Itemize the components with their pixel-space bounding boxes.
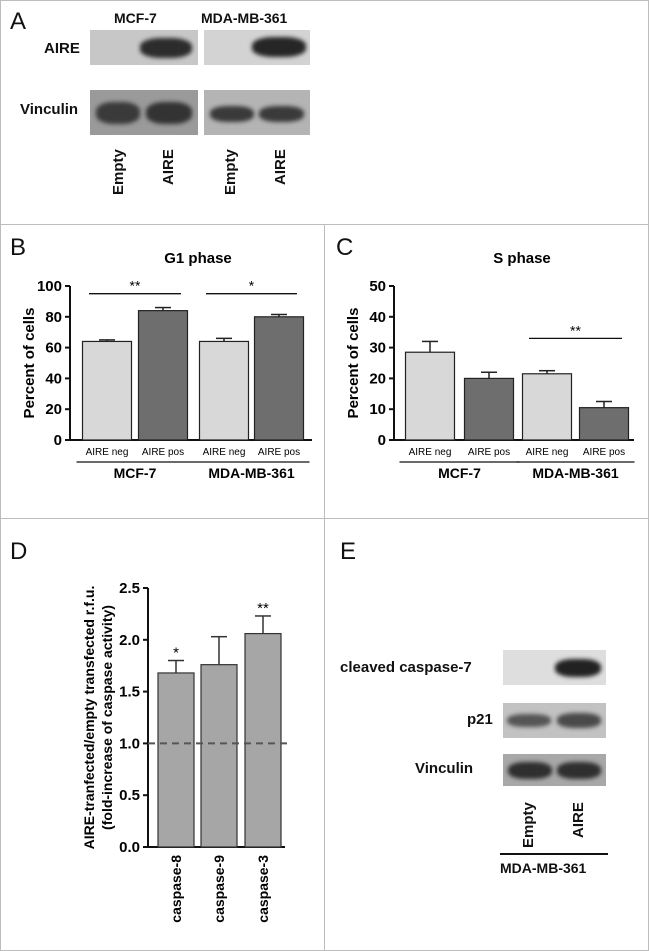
x-tick-label: AIRE pos: [583, 447, 625, 458]
row-label-aire: AIRE: [44, 40, 80, 57]
y-axis-label: Percent of cells: [21, 308, 38, 419]
cell-line-label-mdamb361: MDA-MB-361: [201, 10, 288, 26]
group-label: MCF-7: [114, 465, 157, 481]
group-label: MDA-MB-361: [208, 465, 295, 481]
band: [140, 38, 192, 58]
y-tick-label: 0.5: [119, 787, 140, 804]
blot-a-vinculin-mcf7: [90, 90, 198, 135]
band: [507, 714, 551, 727]
y-axis-label: Percent of cells: [345, 308, 362, 419]
y-tick-label: 100: [37, 278, 62, 295]
significance-marker: *: [249, 278, 255, 294]
x-tick-label: AIRE pos: [258, 447, 300, 458]
bar: [200, 664, 238, 848]
y-tick-label: 40: [45, 370, 62, 387]
y-tick-label: 0.0: [119, 839, 140, 856]
band: [508, 762, 552, 779]
lane-label-e-1: Empty: [520, 802, 537, 848]
panel-b-letter: B: [10, 234, 27, 261]
chart-c: S phase 0 10 20 30 40 50 Percent of cells AIRE n…: [345, 250, 635, 481]
lane-label-a-1: Empty: [110, 149, 127, 195]
group-underline-e: [500, 853, 608, 855]
panel-a-letter: A: [10, 8, 27, 35]
row-label-cleaved-caspase7: cleaved caspase-7: [340, 659, 472, 676]
row-label-vinculin: Vinculin: [20, 101, 79, 118]
band: [210, 106, 254, 122]
band: [259, 106, 304, 122]
y-tick-label: 0: [54, 432, 62, 449]
bar: [81, 340, 133, 441]
panel-d-letter: D: [10, 538, 28, 565]
x-tick-label: AIRE pos: [468, 447, 510, 458]
band: [96, 102, 140, 124]
group-label-e: MDA-MB-361: [500, 860, 587, 876]
chart-title: G1 phase: [164, 250, 232, 267]
blot-e-cleaved-caspase7: [503, 650, 606, 685]
y-tick-label: 1.5: [119, 684, 140, 701]
x-tick-label: caspase-3: [255, 855, 271, 923]
blot-e-vinculin: [503, 754, 606, 786]
y-tick-label: 0: [378, 432, 386, 449]
lane-label-a-4: AIRE: [272, 149, 289, 185]
y-tick-label: 80: [45, 309, 62, 326]
band: [146, 102, 192, 124]
band: [557, 713, 601, 728]
row-label-vinculin-e: Vinculin: [415, 760, 474, 777]
significance-marker: **: [130, 278, 141, 294]
bar: [521, 373, 573, 441]
bar: [137, 310, 189, 441]
x-tick-label: caspase-9: [211, 855, 227, 923]
blot-a-vinculin-mdamb361: [204, 90, 310, 135]
y-tick-label: 2.5: [119, 580, 140, 597]
group-label: MDA-MB-361: [532, 465, 619, 481]
bar: [157, 672, 195, 848]
y-tick-label: 30: [369, 340, 386, 357]
blot-a-aire-mcf7: [90, 30, 198, 65]
chart-d: 0.0 0.5 1.0 1.5 2.0 2.5 AIRE-tranfected/empty …: [81, 580, 287, 923]
bar: [198, 340, 250, 441]
y-axis-label: AIRE-tranfected/empty transfected r.f.u.: [81, 586, 97, 850]
panel-e-letter: E: [340, 538, 357, 565]
row-label-p21: p21: [467, 711, 493, 728]
x-tick-label: AIRE neg: [409, 447, 452, 458]
blot-e-p21: [503, 703, 606, 738]
band: [252, 37, 306, 57]
y-tick-label: 60: [45, 340, 62, 357]
y-tick-label: 2.0: [119, 632, 140, 649]
y-tick-label: 20: [45, 401, 62, 418]
band: [555, 659, 601, 677]
band: [557, 762, 601, 779]
y-tick-label: 1.0: [119, 735, 140, 752]
panel-c-letter: C: [336, 234, 354, 261]
x-tick-label: AIRE neg: [86, 447, 129, 458]
y-tick-label: 10: [369, 401, 386, 418]
group-label: MCF-7: [438, 465, 481, 481]
lane-label-e-2: AIRE: [570, 802, 587, 838]
significance-marker: **: [257, 600, 269, 617]
cell-line-label-mcf7: MCF-7: [114, 10, 157, 26]
lane-label-a-3: Empty: [222, 149, 239, 195]
x-tick-label: AIRE neg: [526, 447, 569, 458]
y-tick-label: 40: [369, 309, 386, 326]
chart-title: S phase: [493, 250, 551, 267]
y-tick-label: 20: [369, 370, 386, 387]
chart-b: G1 phase 0 20 40 60 80 100 Percent of cells AIRE…: [21, 250, 312, 481]
y-axis-label-2: (fold-increase of caspase activity): [99, 605, 115, 830]
bar: [253, 316, 305, 441]
significance-marker: **: [570, 322, 581, 338]
bar: [244, 632, 282, 848]
bar: [463, 377, 515, 441]
blot-a-aire-mdamb361: [204, 30, 310, 65]
bar: [404, 351, 456, 441]
y-tick-label: 50: [369, 278, 386, 295]
significance-marker: *: [173, 645, 179, 662]
x-tick-label: AIRE pos: [142, 447, 184, 458]
x-tick-label: caspase-8: [168, 855, 184, 923]
lane-label-a-2: AIRE: [160, 149, 177, 185]
x-tick-label: AIRE neg: [203, 447, 246, 458]
bar: [578, 407, 630, 441]
